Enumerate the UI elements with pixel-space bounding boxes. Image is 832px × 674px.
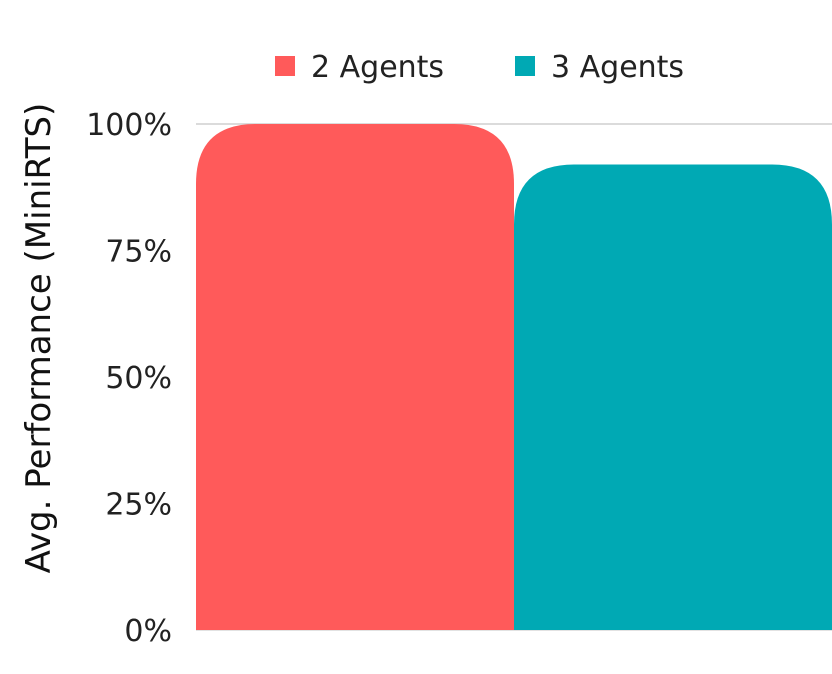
y-axis-title: Avg. Performance (MiniRTS) xyxy=(19,103,59,574)
y-tick-label: 75% xyxy=(105,235,172,270)
legend-label: 3 Agents xyxy=(551,50,684,85)
y-axis: 0% 25% 50% 75% 100% xyxy=(86,108,172,649)
y-tick-label: 50% xyxy=(105,361,172,396)
legend-swatch-2-agents xyxy=(275,56,295,76)
y-tick-label: 25% xyxy=(105,488,172,523)
legend: 2 Agents 3 Agents xyxy=(275,50,684,85)
bars xyxy=(196,124,832,631)
bar-3-agents xyxy=(514,164,832,631)
bar-2-agents xyxy=(196,124,514,630)
y-tick-label: 0% xyxy=(124,614,172,649)
y-tick-label: 100% xyxy=(86,108,172,143)
legend-label: 2 Agents xyxy=(311,50,444,85)
legend-swatch-3-agents xyxy=(515,56,535,76)
